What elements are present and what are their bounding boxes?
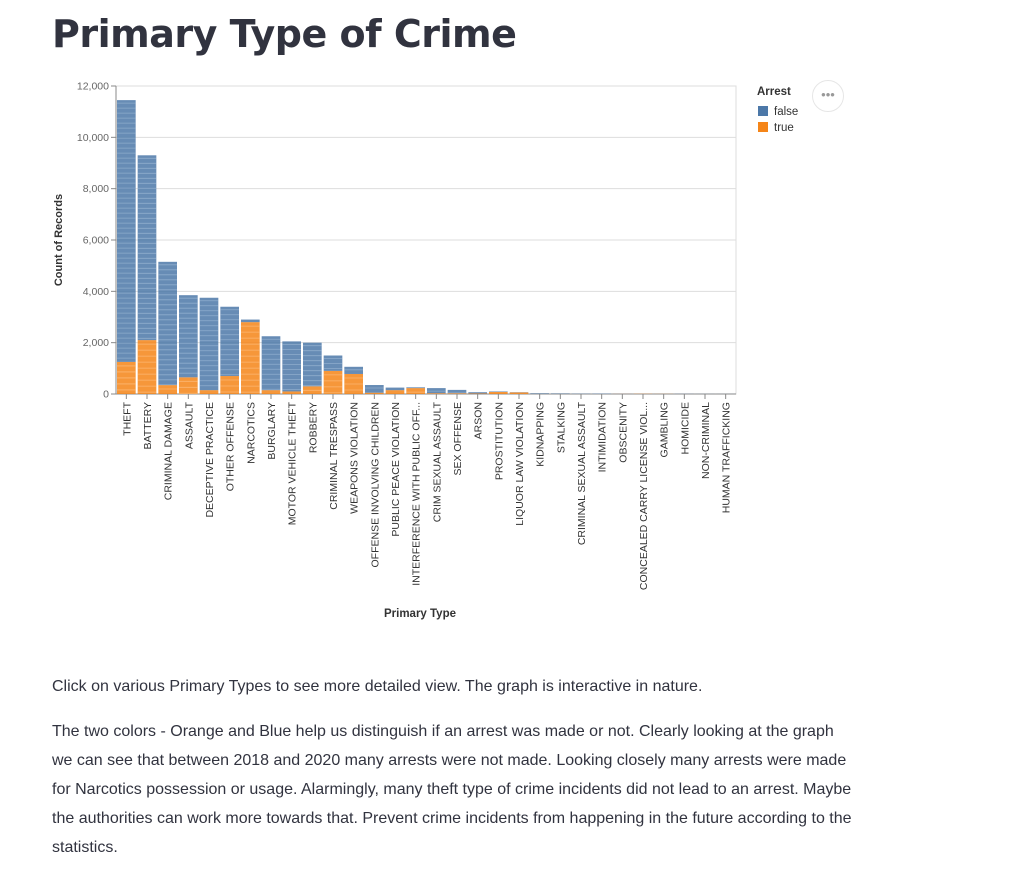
x-tick-label: CONCEALED CARRY LICENSE VIOL...	[638, 402, 650, 590]
more-options-icon: •••	[821, 87, 835, 102]
chart-menu-button[interactable]: •••	[812, 80, 844, 112]
bar-arrest-true[interactable]	[179, 377, 198, 394]
x-tick-label: GAMBLING	[659, 402, 671, 457]
bar-arrest-true[interactable]	[282, 391, 301, 394]
bar-arrest-true[interactable]	[406, 388, 425, 394]
y-tick-label: 0	[103, 389, 109, 401]
x-tick-label: CRIMINAL DAMAGE	[163, 402, 175, 500]
bar-arrest-false[interactable]	[179, 295, 198, 378]
bar-arrest-true[interactable]	[509, 392, 529, 394]
x-tick-label: ASSAULT	[183, 401, 195, 449]
x-tick-label: BATTERY	[142, 402, 154, 449]
page-title: Primary Type of Crime	[52, 12, 517, 56]
bar-arrest-false[interactable]	[406, 387, 425, 389]
y-tick-label: 2,000	[83, 337, 109, 349]
x-tick-label: NON-CRIMINAL	[700, 402, 712, 479]
x-tick-label: CRIMINAL TRESPASS	[328, 402, 340, 510]
bar-arrest-true[interactable]	[261, 390, 281, 394]
x-tick-label: LIQUOR LAW VIOLATION	[514, 402, 526, 526]
x-tick-label: OFFENSE INVOLVING CHILDREN	[369, 402, 381, 567]
bar-arrest-true[interactable]	[468, 393, 487, 394]
bar-arrest-true[interactable]	[137, 340, 157, 394]
bar-arrest-false[interactable]	[303, 342, 322, 387]
bar-arrest-false[interactable]	[447, 389, 467, 394]
bar-arrest-true[interactable]	[427, 393, 446, 394]
bar-arrest-true[interactable]	[365, 392, 384, 394]
x-tick-label: INTERFERENCE WITH PUBLIC OFF...	[411, 402, 423, 586]
legend-swatch	[758, 106, 768, 116]
x-tick-label: INTIMIDATION	[597, 402, 609, 472]
bar-arrest-true[interactable]	[220, 376, 239, 394]
bar-arrest-false[interactable]	[365, 385, 384, 393]
x-tick-label: PROSTITUTION	[493, 402, 505, 480]
bar-arrest-false[interactable]	[282, 341, 301, 392]
stacked-bar-chart[interactable]: 0 2,000 4,000 6,000 8,000 10,000 12,000 THEFT BA…	[0, 0, 1026, 650]
x-axis-title: Primary Type	[384, 608, 456, 620]
bar-arrest-false[interactable]	[551, 393, 570, 394]
y-tick-label: 4,000	[83, 286, 109, 298]
x-tick-label: ARSON	[473, 402, 485, 439]
y-tick-label: 6,000	[83, 235, 109, 247]
y-tick-label: 10,000	[77, 132, 109, 144]
bar-arrest-false[interactable]	[261, 336, 281, 391]
bar-arrest-false[interactable]	[158, 261, 177, 386]
bar-arrest-true[interactable]	[385, 390, 405, 394]
legend-label: true	[774, 122, 794, 134]
bar-arrest-false[interactable]	[117, 100, 136, 362]
x-tick-label: NARCOTICS	[245, 402, 257, 464]
x-tick-label: SEX OFFENSE	[452, 402, 464, 476]
y-axis-title: Count of Records	[53, 194, 65, 286]
bar-arrest-true[interactable]	[199, 390, 219, 394]
x-tick-label: PUBLIC PEACE VIOLATION	[390, 402, 402, 537]
bar-arrest-false[interactable]	[385, 387, 405, 391]
bar-arrest-false[interactable]	[199, 297, 219, 391]
bar-arrest-true[interactable]	[447, 393, 467, 394]
legend-label: false	[774, 106, 798, 118]
bar-arrest-false[interactable]	[427, 388, 446, 394]
x-tick-label: OTHER OFFENSE	[225, 402, 237, 491]
bar-arrest-false[interactable]	[530, 393, 549, 394]
bar-arrest-false[interactable]	[489, 391, 508, 392]
bar-arrest-true[interactable]	[323, 370, 343, 394]
intro-paragraph: Click on various Primary Types to see mo…	[52, 678, 703, 695]
bar-arrest-false[interactable]	[220, 306, 239, 377]
x-tick-label: THEFT	[121, 401, 133, 435]
bar-arrest-false[interactable]	[241, 319, 260, 323]
y-tick-label: 12,000	[77, 81, 109, 93]
x-tick-label: HOMICIDE	[679, 402, 691, 455]
y-tick-label: 8,000	[83, 183, 109, 195]
x-tick-label: DECEPTIVE PRACTICE	[204, 402, 216, 518]
bar-arrest-true[interactable]	[241, 322, 260, 394]
x-tick-label: BURGLARY	[266, 402, 278, 460]
x-tick-label: CRIM SEXUAL ASSAULT	[431, 401, 443, 522]
x-tick-label: ROBBERY	[307, 402, 319, 453]
bar-arrest-false[interactable]	[344, 366, 363, 374]
x-tick-label: HUMAN TRAFFICKING	[721, 402, 733, 513]
bar-arrest-false[interactable]	[468, 392, 487, 394]
legend-title: Arrest	[757, 86, 791, 98]
bar-arrest-true[interactable]	[489, 391, 508, 394]
legend-swatch	[758, 122, 768, 132]
x-tick-label: WEAPONS VIOLATION	[349, 402, 361, 514]
x-tick-label: OBSCENITY	[617, 402, 629, 463]
analysis-paragraph: The two colors - Orange and Blue help us…	[52, 723, 852, 856]
x-tick-label: MOTOR VEHICLE THEFT	[287, 401, 299, 525]
bar-arrest-true[interactable]	[158, 385, 177, 394]
x-tick-label: STALKING	[555, 402, 567, 453]
x-tick-label: CRIMINAL SEXUAL ASSAULT	[576, 401, 588, 545]
bar-arrest-false[interactable]	[137, 155, 157, 341]
x-tick-label: KIDNAPPING	[535, 402, 547, 467]
